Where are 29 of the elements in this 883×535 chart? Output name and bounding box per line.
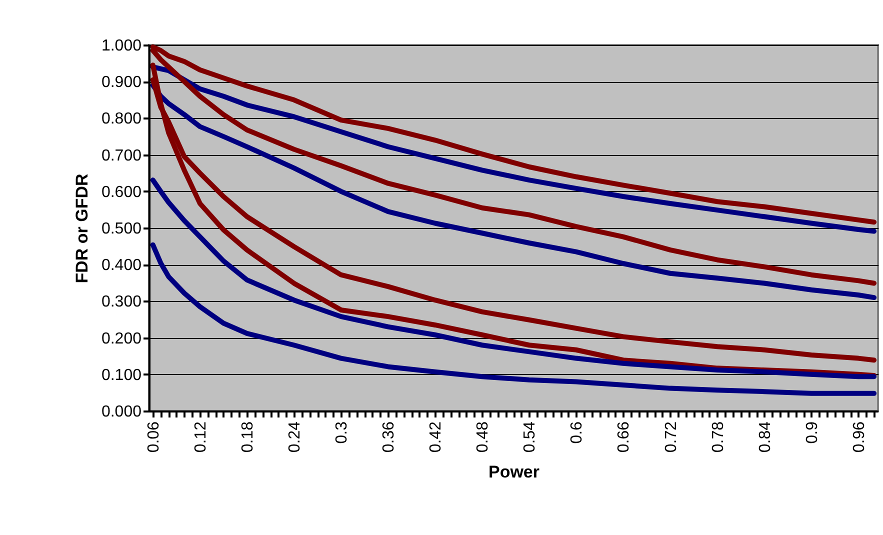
y-tick-label: 0.100 [101,366,142,384]
y-tick-label: 0.700 [101,147,142,164]
y-tick-label: 0.500 [101,220,142,238]
x-tick-label: 0.96 [850,421,868,453]
x-tick-label: 0.9 [804,421,821,444]
x-tick-label: 0.66 [616,421,633,453]
x-tick-label: 0.84 [756,421,774,453]
y-tick-label: 0.600 [101,184,142,201]
x-tick-label: 0.42 [428,421,445,453]
x-tick-label: 0.24 [286,421,304,453]
x-tick-label: 0.18 [239,421,256,453]
x-tick-label: 0.36 [380,421,398,453]
y-tick-label: 0.800 [101,110,142,128]
x-tick-label: 0.72 [662,421,680,453]
y-tick-label: 0.400 [101,257,142,274]
x-tick-label: 0.78 [710,421,727,453]
x-tick-label: 0.3 [334,421,351,444]
x-tick-label: 0.06 [145,421,162,453]
x-tick-label: 0.6 [568,421,586,444]
y-tick-label: 0.000 [101,404,142,420]
y-tick-label: 0.300 [101,294,142,311]
y-axis-title: FDR or GFDR [72,174,92,284]
y-tick-label: 0.200 [101,330,142,348]
x-tick-label: 0.54 [522,421,539,453]
y-tick-label: 1.000 [101,38,142,54]
x-tick-label: 0.12 [192,421,210,453]
y-tick-label: 0.900 [101,74,142,92]
x-axis-title: Power [488,462,540,482]
x-tick-label: 0.48 [474,421,492,453]
